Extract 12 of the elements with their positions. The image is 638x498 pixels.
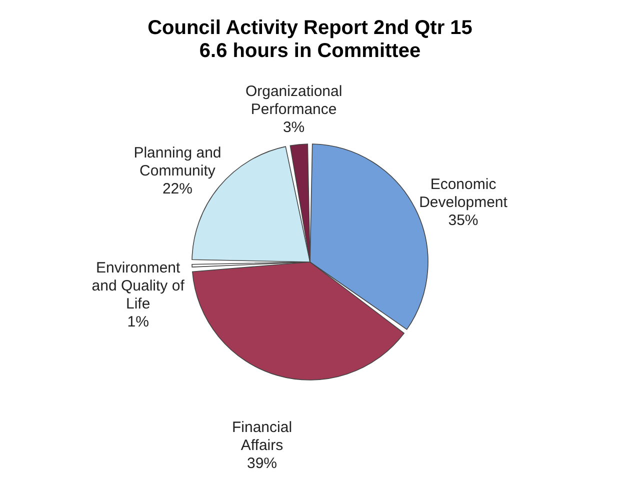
data-label: 39% — [247, 455, 278, 472]
data-label: 22% — [162, 180, 192, 198]
slice-label: Planning and Community — [134, 144, 222, 180]
slice-label: Economic Development — [419, 176, 508, 211]
chart-title: Council Activity Report 2nd Qtr 15 — [148, 17, 472, 39]
chart-subtitle: 6.6 hours in Committee — [199, 40, 421, 62]
slice-label: Organizational Performance — [245, 82, 342, 118]
data-label: 3% — [282, 118, 305, 136]
slice-label: Environment and Quality of Life — [92, 259, 186, 312]
data-label: 35% — [448, 212, 478, 229]
slice-label: Financial Affairs — [232, 419, 292, 454]
data-label: 1% — [127, 313, 149, 330]
